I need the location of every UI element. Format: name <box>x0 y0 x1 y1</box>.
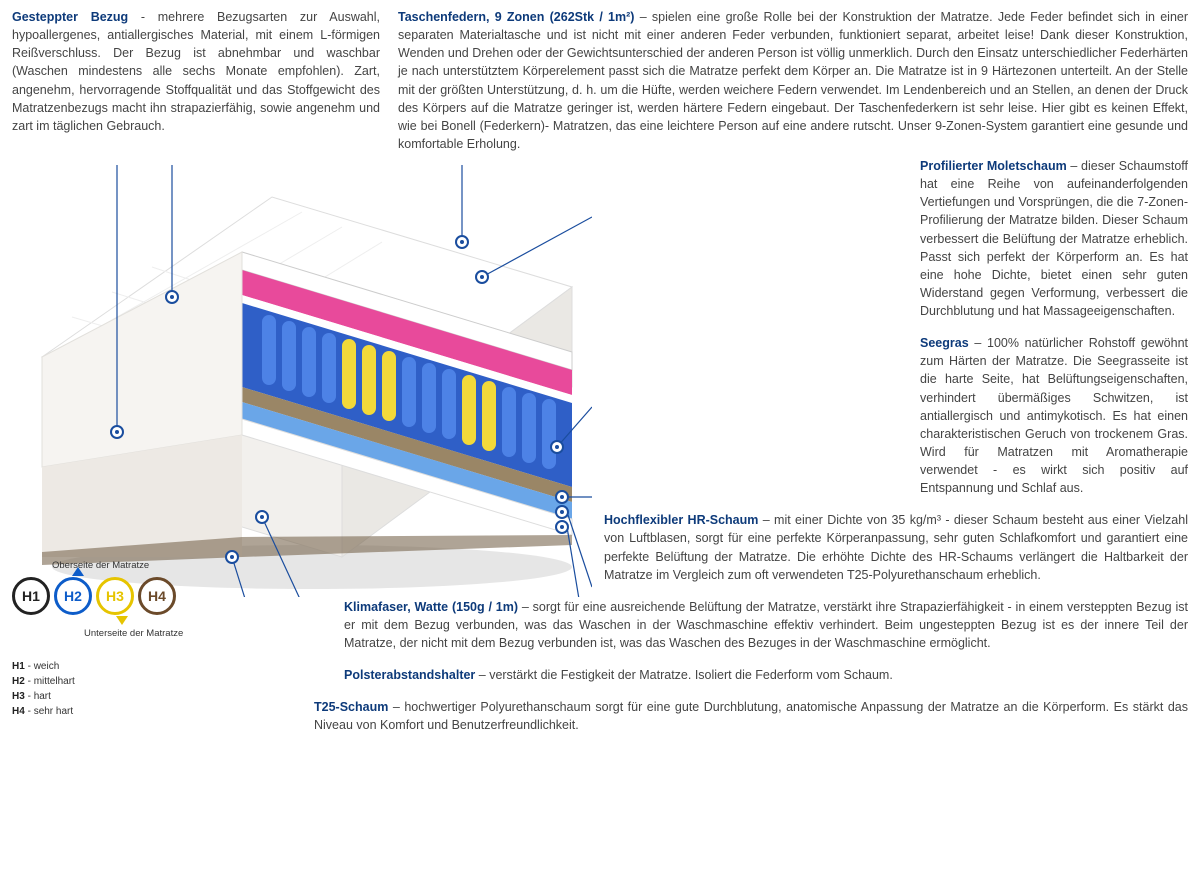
unterseite-label: Unterseite der Matratze <box>84 627 183 641</box>
taschenfedern-text: – spielen eine große Rolle bei der Konst… <box>398 10 1188 151</box>
hrschaum-title: Hochflexibler HR-Schaum <box>604 513 758 527</box>
hardness-list: H1 - weich H2 - mittelhart H3 - hart H4 … <box>12 659 183 719</box>
hrschaum-block: Hochflexibler HR-Schaum – mit einer Dich… <box>604 511 1188 584</box>
h4-code: H4 <box>12 706 25 717</box>
arrow-down-icon <box>116 616 128 625</box>
hardness-circle-h2: H2 <box>54 577 92 615</box>
top-text-row: Gesteppter Bezug - mehrere Bezugsarten z… <box>12 8 1188 153</box>
hardness-circle-h3: H3 <box>96 577 134 615</box>
h3-desc: hart <box>34 691 51 702</box>
h2-desc: mittelhart <box>34 676 75 687</box>
bezug-title: Gesteppter Bezug <box>12 10 128 24</box>
descriptions-column: Profilierter Moletschaum – dieser Schaum… <box>592 157 1188 749</box>
seegras-title: Seegras <box>920 336 969 350</box>
taschenfedern-block: Taschenfedern, 9 Zonen (262Stk / 1m²) – … <box>398 8 1188 153</box>
main-area: Oberseite der Matratze H1 H2 H3 H4 Unter… <box>12 157 1188 749</box>
h1-code: H1 <box>12 661 25 672</box>
taschenfedern-title: Taschenfedern, 9 Zonen (262Stk / 1m²) <box>398 10 634 24</box>
hardness-circle-h4: H4 <box>138 577 176 615</box>
seegras-block: Seegras – 100% natürlicher Rohstoff gewö… <box>920 334 1188 497</box>
arrow-up-icon <box>72 567 84 576</box>
h4-desc: sehr hart <box>34 706 73 717</box>
hardness-circle-h1: H1 <box>12 577 50 615</box>
bezug-text: - mehrere Bezugsarten zur Auswahl, hypoa… <box>12 10 380 133</box>
mattress-diagram <box>12 157 592 597</box>
moletschaum-title: Profilierter Moletschaum <box>920 159 1067 173</box>
h3-code: H3 <box>12 691 25 702</box>
seegras-text: – 100% natürlicher Rohstoff gewöhnt zum … <box>920 336 1188 495</box>
mattress-illustration-column: Oberseite der Matratze H1 H2 H3 H4 Unter… <box>12 157 592 749</box>
moletschaum-text: – dieser Schaumstoff hat eine Reihe von … <box>920 159 1188 318</box>
moletschaum-block: Profilierter Moletschaum – dieser Schaum… <box>920 157 1188 320</box>
h2-code: H2 <box>12 676 25 687</box>
bezug-block: Gesteppter Bezug - mehrere Bezugsarten z… <box>12 8 380 153</box>
hardness-legend: Oberseite der Matratze H1 H2 H3 H4 Unter… <box>12 559 183 719</box>
hardness-circles: H1 H2 H3 H4 <box>12 577 183 615</box>
h1-desc: weich <box>34 661 60 672</box>
